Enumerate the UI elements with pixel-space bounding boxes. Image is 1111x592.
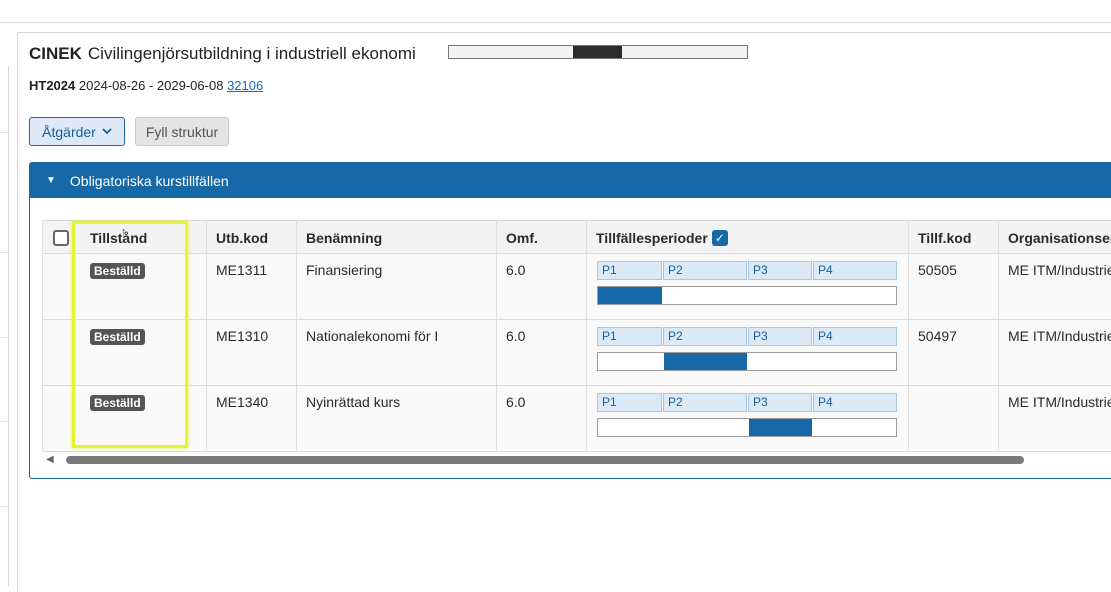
term-dates: 2024-08-26 - 2029-06-08 [78,78,224,93]
mouse-cursor-icon: ↑ [121,226,127,238]
period-tab: P3 [748,327,812,346]
period-tab: P4 [813,261,897,280]
top-bar [0,0,1111,23]
period-bar [597,418,897,437]
course-credits: 6.0 [506,262,526,278]
period-tab: P1 [597,393,662,412]
fill-structure-button[interactable]: Fyll struktur [135,117,229,146]
course-periods: P1 P2 P3 P4 [586,254,908,320]
select-all-checkbox[interactable] [53,230,69,246]
tillf-code [908,386,928,452]
course-periods: P1 P2 P3 P4 [586,386,908,452]
horizontal-scrollbar[interactable]: ◀ [42,452,1111,468]
period-tab: P2 [663,261,747,280]
program-link[interactable]: 32106 [227,78,264,93]
course-periods: P1 P2 P3 P4 [586,320,908,386]
tillf-code: 50497 [918,328,957,344]
course-name: Nationalekonomi för I [306,328,439,344]
period-bar [597,286,897,305]
caret-down-icon: ▼ [46,175,56,186]
actions-label: Åtgärder [42,123,96,140]
course-credits: 6.0 [506,328,526,344]
program-info: HT2024 2024-08-26 - 2029-06-08 32106 [29,78,263,93]
table-row[interactable]: Beställd ME1310 Nationalekonomi för I 6.… [42,320,1111,386]
period-tab: P2 [663,327,747,346]
page-title: CINEK Civilingenjörsutbildning i industr… [29,43,416,65]
organisation: ME ITM/Industrie [1008,394,1111,410]
course-code: ME1310 [216,328,269,344]
col-status[interactable]: Tillstånd [90,229,148,246]
col-credits[interactable]: Omf. [506,229,538,246]
courses-table: Tillstånd Utb.kod Benämning Omf. Tillfäl… [42,220,1111,452]
col-periods[interactable]: Tillfällesperioder ✓ [586,221,728,254]
period-tab: P1 [597,327,662,346]
course-code: ME1311 [216,262,268,278]
col-code[interactable]: Utb.kod [216,229,269,246]
panel-title: Obligatoriska kurstillfällen [69,172,229,189]
col-periods-label: Tillfällesperioder [596,229,708,246]
program-progress-bar [448,45,748,59]
period-tab: P1 [597,261,662,280]
period-tab: P3 [748,393,812,412]
organisation: ME ITM/Industrie [1008,328,1111,344]
course-code: ME1340 [216,394,269,410]
course-name: Finansiering [306,262,383,278]
period-tab: P2 [663,393,747,412]
chevron-down-icon [102,128,112,135]
status-badge: Beställd [90,263,145,279]
period-tab: P4 [813,327,897,346]
mandatory-courses-panel: ▼ Obligatoriska kurstillfällen Tillstånd… [29,162,1111,479]
term-code: HT2024 [29,78,76,93]
program-code: CINEK [29,44,82,63]
left-panel [0,66,9,586]
status-badge: Beställd [90,329,145,345]
col-tillf[interactable]: Tillf.kod [918,229,972,246]
panel-header[interactable]: ▼ Obligatoriska kurstillfällen [30,163,1111,198]
checkbox-checked-icon[interactable]: ✓ [711,229,728,246]
program-name: Civilingenjörsutbildning i industriell e… [87,44,416,63]
period-bar [597,352,897,371]
scroll-left-arrow-icon[interactable]: ◀ [46,454,54,465]
period-tab: P4 [813,393,897,412]
period-tab: P3 [748,261,812,280]
table-header: Tillstånd Utb.kod Benämning Omf. Tillfäl… [42,220,1111,254]
scrollbar-thumb[interactable] [66,456,1024,464]
main-content: CINEK Civilingenjörsutbildning i industr… [17,32,1111,592]
course-credits: 6.0 [506,394,526,410]
tillf-code: 50505 [918,262,957,278]
col-name[interactable]: Benämning [306,229,383,246]
table-row[interactable]: Beställd ME1340 Nyinrättad kurs 6.0 P1 P… [42,386,1111,452]
course-name: Nyinrättad kurs [306,394,401,410]
col-org[interactable]: Organisationser [1008,229,1111,246]
actions-dropdown-button[interactable]: Åtgärder [29,117,125,146]
organisation: ME ITM/Industrie [1008,262,1111,278]
status-badge: Beställd [90,395,145,411]
table-row[interactable]: Beställd ME1311 Finansiering 6.0 P1 P2 P… [42,254,1111,320]
